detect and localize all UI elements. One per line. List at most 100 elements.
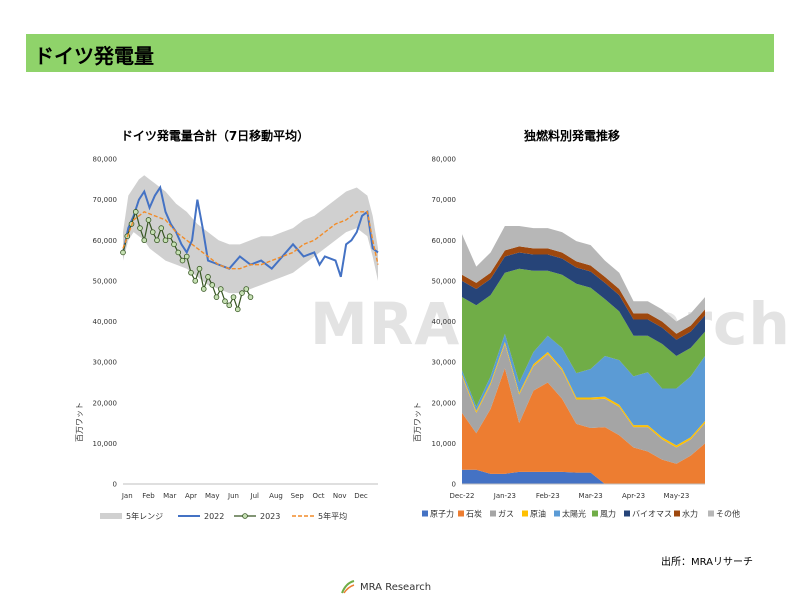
chart1-point-2023 xyxy=(158,225,165,231)
svg-text:5年レンジ: 5年レンジ xyxy=(126,511,163,521)
chart1-series-5年平均 xyxy=(122,211,379,270)
chart1-ytick: 40,000 xyxy=(93,318,118,326)
total-generation-chart: ドイツ発電量合計（7日移動平均） 百万ワット 0 10,000 20,000 30,0… xyxy=(75,128,379,521)
chart2-xtick: Dec-22 xyxy=(450,492,475,500)
fuel-mix-chart: 独燃料別発電推移 百万ワット 0 10,000 20,000 30,000 40,000… xyxy=(413,128,740,519)
chart1-legend-item: 2022 xyxy=(178,512,224,521)
chart2-area-水力 xyxy=(462,246,705,340)
chart1-xtick: May xyxy=(205,492,219,500)
chart1-point-2023 xyxy=(132,209,139,215)
svg-text:5年平均: 5年平均 xyxy=(318,511,347,521)
chart2-legend-item: 原油 xyxy=(522,509,546,519)
chart1-point-2023 xyxy=(213,294,220,300)
chart2-ytick: 70,000 xyxy=(432,196,457,204)
chart2-xtick: Feb-23 xyxy=(536,492,560,500)
chart1-ytick: 50,000 xyxy=(93,277,118,285)
chart2-area-ガス xyxy=(462,343,705,464)
chart2-area-石炭 xyxy=(462,368,705,484)
chart1-xtick: Jun xyxy=(227,492,239,500)
chart1-xtick: Mar xyxy=(163,492,176,500)
chart1-xtick: Jan xyxy=(121,492,133,500)
chart2-legend-item: 原子力 xyxy=(422,509,454,519)
svg-text:風力: 風力 xyxy=(600,509,616,519)
chart1-ytick: 80,000 xyxy=(93,156,118,164)
chart2-ylabel: 百万ワット xyxy=(413,402,422,442)
chart1-legend-item: 5年レンジ xyxy=(100,511,163,521)
chart2-ytick: 10,000 xyxy=(432,440,457,448)
chart2-legend-item: 石炭 xyxy=(458,510,482,519)
chart1-point-2023 xyxy=(247,294,254,300)
chart1-range-band xyxy=(123,175,378,294)
chart1-point-2023 xyxy=(183,253,190,260)
chart1-point-2023 xyxy=(239,290,245,296)
chart1-point-2023 xyxy=(149,229,156,235)
chart2-xtick: Mar-23 xyxy=(579,492,603,500)
chart2-ytick: 20,000 xyxy=(432,399,457,407)
mra-logo-icon xyxy=(341,580,355,594)
svg-text:原油: 原油 xyxy=(530,509,546,519)
svg-text:その他: その他 xyxy=(716,509,740,519)
chart2-legend-item: ガス xyxy=(490,509,514,519)
svg-text:石炭: 石炭 xyxy=(466,510,482,519)
chart1-point-2023 xyxy=(137,225,143,231)
chart1-point-2023 xyxy=(166,233,173,239)
chart1-legend-item: 5年平均 xyxy=(292,511,347,521)
chart2-title: 独燃料別発電推移 xyxy=(523,128,620,143)
chart1-point-2023 xyxy=(217,286,224,292)
chart1-xtick: Feb xyxy=(142,492,155,500)
chart2-legend-item: その他 xyxy=(708,509,740,519)
chart1-point-2023 xyxy=(171,241,177,248)
chart2-area-その他 xyxy=(462,226,705,334)
chart1-ytick: 60,000 xyxy=(93,237,118,245)
chart2-legend-item: 水力 xyxy=(674,509,698,519)
chart2-ytick: 60,000 xyxy=(432,237,457,245)
chart1-point-2023 xyxy=(141,237,148,244)
chart2-ytick: 40,000 xyxy=(432,318,457,326)
chart1-xtick: Apr xyxy=(185,492,197,500)
source-note: 出所：MRAリサーチ xyxy=(661,557,754,568)
chart1-legend-item: 2023 xyxy=(234,512,280,521)
chart1-ytick: 70,000 xyxy=(93,196,118,204)
page-title: ドイツ発電量 xyxy=(34,44,154,68)
svg-text:ガス: ガス xyxy=(498,509,514,519)
chart1-point-2023 xyxy=(162,237,169,244)
header-bar: ドイツ発電量 xyxy=(26,34,774,72)
chart1-point-2023 xyxy=(243,286,250,292)
chart2-ytick: 30,000 xyxy=(432,359,457,367)
chart1-ytick: 20,000 xyxy=(93,399,118,407)
chart1-point-2023 xyxy=(188,269,194,276)
chart1-point-2023 xyxy=(230,294,237,300)
chart1-xtick: Jul xyxy=(250,492,260,500)
chart2-xtick: Apr-23 xyxy=(622,492,645,500)
logo: MRA Research xyxy=(340,578,431,596)
chart2-area-風力 xyxy=(462,268,705,407)
chart1-xtick: Aug xyxy=(269,492,283,500)
svg-text:2022: 2022 xyxy=(204,512,224,521)
chart1-ytick: 10,000 xyxy=(93,440,118,448)
chart1-point-2023 xyxy=(209,282,216,288)
chart2-xtick: May-23 xyxy=(664,492,690,500)
chart1-point-2023 xyxy=(205,274,211,280)
chart1-point-2023 xyxy=(200,286,207,292)
chart1-point-2023 xyxy=(120,249,126,256)
svg-text:2023: 2023 xyxy=(260,512,280,521)
chart2-area-バイオマス xyxy=(462,252,705,357)
chart1-series-2022 xyxy=(122,184,379,278)
chart1-ytick: 30,000 xyxy=(93,359,118,367)
chart1-point-2023 xyxy=(222,298,228,304)
chart1-ytick: 0 xyxy=(113,481,117,489)
chart1-point-2023 xyxy=(179,257,186,264)
logo-text: MRA Research xyxy=(360,581,432,593)
chart2-ytick: 0 xyxy=(452,481,456,489)
chart1-xtick: Oct xyxy=(312,492,324,500)
svg-text:バイオマス: バイオマス xyxy=(632,510,672,519)
chart1-point-2023 xyxy=(196,265,203,272)
chart2-area-太陽光 xyxy=(462,333,705,446)
chart2-area-原子力 xyxy=(462,469,705,484)
svg-text:太陽光: 太陽光 xyxy=(562,509,586,519)
chart1-xtick: Sep xyxy=(291,492,305,500)
chart1-title: ドイツ発電量合計（7日移動平均） xyxy=(121,128,309,143)
chart1-xtick: Dec xyxy=(354,492,368,500)
chart2-legend-item: 太陽光 xyxy=(554,509,586,519)
chart1-point-2023 xyxy=(175,249,182,256)
